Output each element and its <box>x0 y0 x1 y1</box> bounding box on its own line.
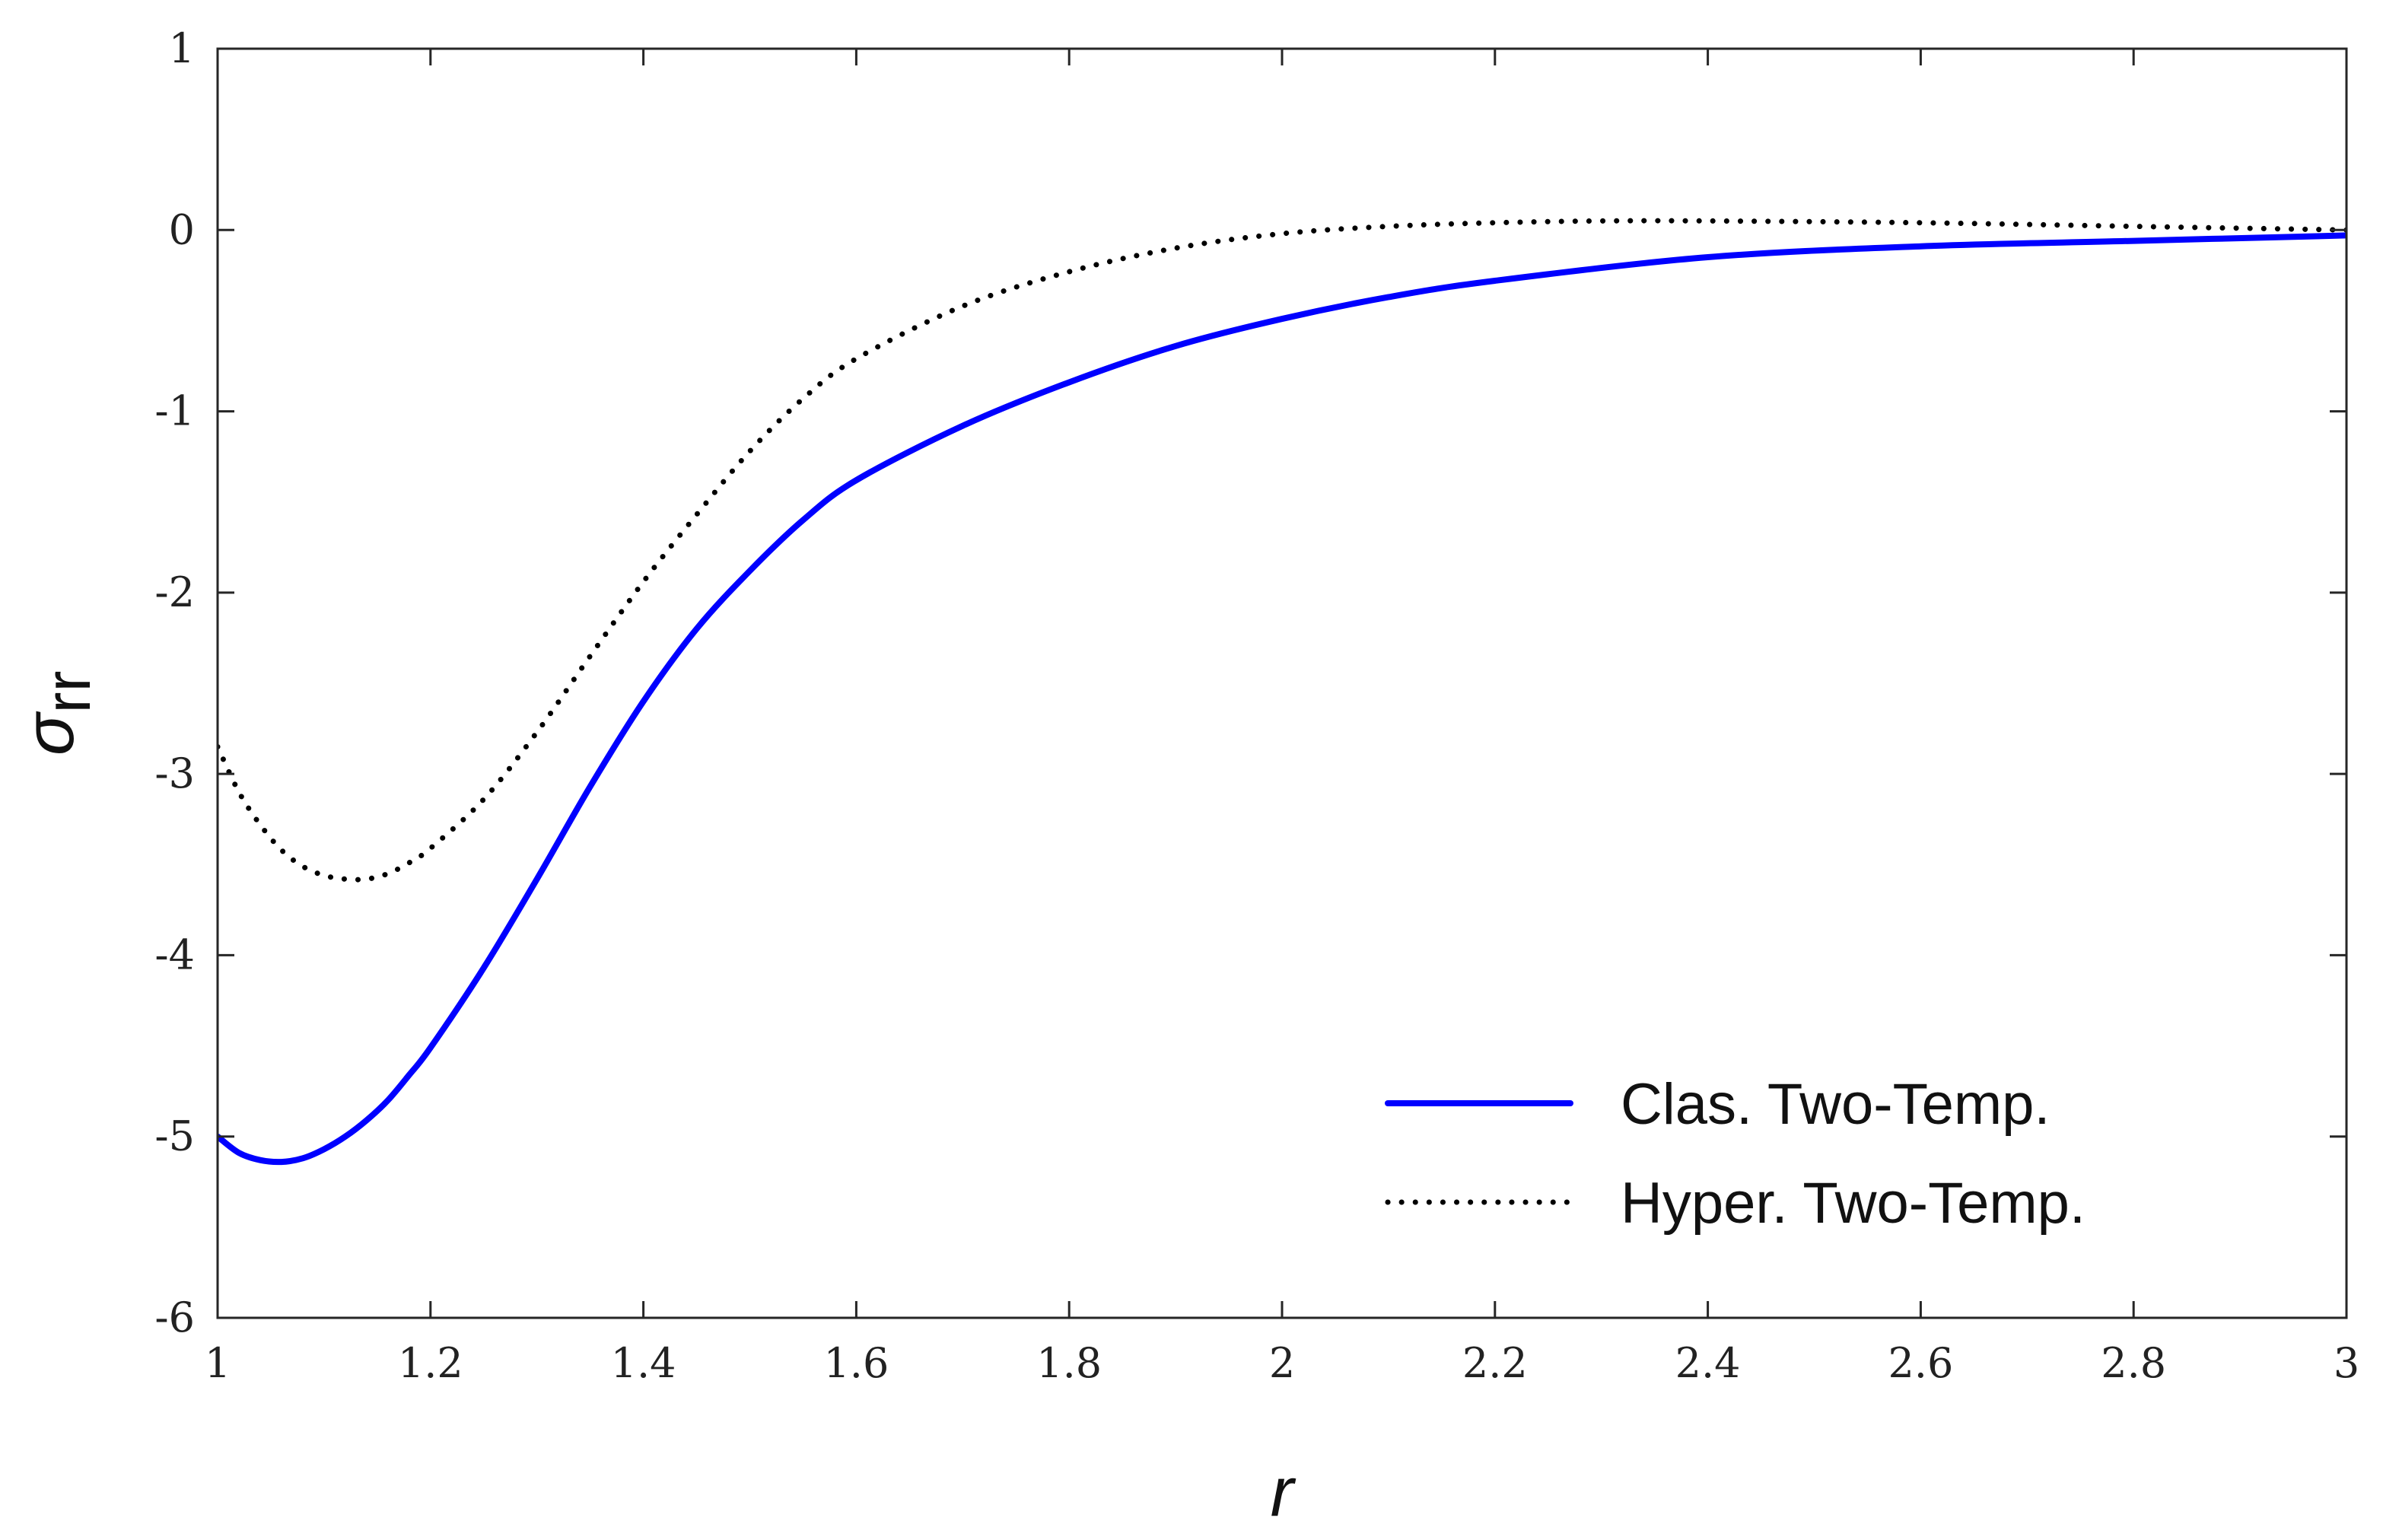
x-tick-label: 1.4 <box>611 1339 676 1387</box>
plot-area <box>218 218 2346 1166</box>
y-tick-label: 0 <box>169 205 195 253</box>
y-axis-title-symbol: σ <box>11 711 88 756</box>
x-tick-label: 2.2 <box>1462 1339 1528 1387</box>
y-axis-title: σrr <box>11 671 103 756</box>
x-tick-label: 2.4 <box>1675 1339 1741 1387</box>
series-line-hyper-two-temp <box>218 218 2346 883</box>
x-tick-label: 1.8 <box>1036 1339 1102 1387</box>
y-tick-label: -2 <box>154 568 195 616</box>
y-axis-title-subscript: rr <box>32 671 103 714</box>
y-tick-label: 1 <box>169 24 195 72</box>
x-axis-title: r <box>1271 1453 1296 1531</box>
x-tick-label: 3 <box>2334 1339 2359 1387</box>
x-tick-label: 2 <box>1269 1339 1295 1387</box>
x-tick-label: 1.2 <box>398 1339 463 1387</box>
legend: Clas. Two-Temp. Hyper. Two-Temp. <box>1385 1072 2086 1236</box>
y-tick-label: -4 <box>154 931 195 978</box>
y-tick-label: -1 <box>154 387 195 435</box>
x-tick-label: 2.8 <box>2101 1339 2166 1387</box>
x-tick-label: 1.6 <box>823 1339 889 1387</box>
series-line-clas-two-temp <box>218 232 2346 1166</box>
legend-label: Hyper. Two-Temp. <box>1621 1171 2086 1236</box>
legend-label: Clas. Two-Temp. <box>1621 1072 2051 1137</box>
y-tick-label: -6 <box>154 1293 195 1341</box>
y-tick-label: -5 <box>154 1112 195 1160</box>
x-tick-label: 2.6 <box>1888 1339 1953 1387</box>
y-tick-label: -3 <box>154 749 195 797</box>
axis-ticks: 1 1.2 1.4 1.6 1.8 2 2.2 2.4 2.6 2.8 3 1 0 -1 -2 -3 -4 -5 -… <box>154 24 2359 1387</box>
x-tick-label: 1 <box>205 1339 231 1387</box>
